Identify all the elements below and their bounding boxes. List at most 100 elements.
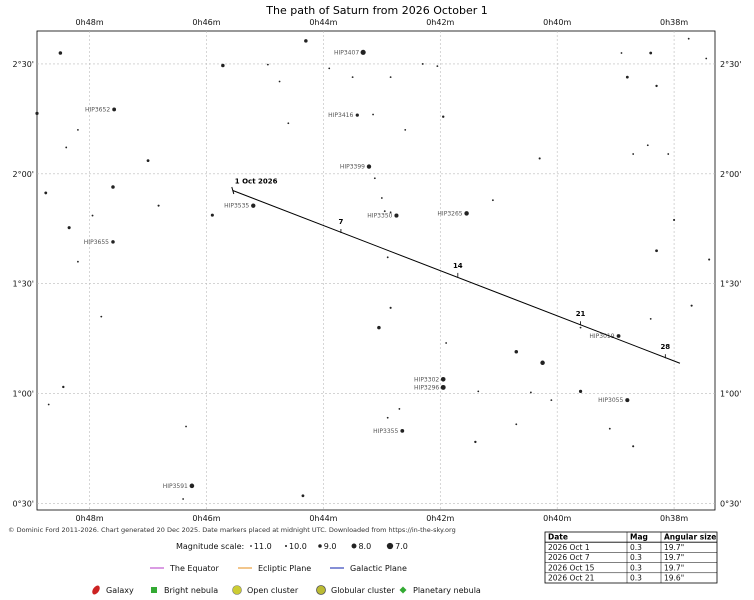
star-point [445,342,448,344]
star-point [351,76,354,79]
chart-title: The path of Saturn from 2026 October 1 [265,4,487,17]
star-point [67,226,71,230]
star-point [386,416,389,419]
table-cell: 2026 Oct 15 [548,563,595,572]
star-label: HIP3302 [414,376,439,383]
star-point [380,197,383,199]
star-point [47,403,50,406]
star-point [705,57,708,60]
star-label: HIP3535 [224,203,249,210]
star-point [550,399,553,402]
star-point [442,115,445,118]
table-cell: 19.7" [664,563,684,572]
date-marker-label: 28 [660,343,670,351]
star-point [625,398,630,403]
magnitude-sample-label: 10.0 [289,542,307,551]
magnitude-sample-label: 11.0 [254,542,272,551]
globular-cluster-symbol [316,585,326,595]
table-header-cell: Angular size [664,533,716,542]
star-point [377,325,381,330]
x-tick-label-top: 0h38m [660,18,688,27]
star-point [301,494,305,498]
star-point [210,213,214,217]
x-tick-label-bottom: 0h46m [192,514,220,523]
table-cell: 0.3 [630,563,642,572]
star-point [65,146,68,149]
planetary-nebula-symbol [399,586,407,594]
star-point [649,51,653,55]
magnitude-sample-dot [351,543,357,549]
x-tick-label-bottom: 0h42m [426,514,454,523]
star-point [690,304,693,307]
star-point [58,51,63,55]
x-tick-label-top: 0h40m [543,18,571,27]
y-tick-label-left: 2°30' [13,60,34,69]
star-label: HIP3652 [85,106,110,113]
star-point [394,213,399,218]
y-tick-label-right: 2°00' [720,170,741,179]
plot-frame [36,30,716,511]
x-tick-label-top: 0h46m [192,18,220,27]
table-cell: 0.3 [630,574,642,583]
x-tick-label-top: 0h48m [76,18,104,27]
legend-object-label: Open cluster [247,586,299,595]
y-tick-label-right: 0°30' [720,499,741,508]
legend: Magnitude scale: 11.0 10.0 9.0 8.0 7.0 The Equ… [92,542,481,595]
star-point [35,111,39,116]
legend-line-label: Galactic Plane [350,564,407,573]
star-point [373,177,376,180]
x-tick-label-bottom: 0h44m [309,514,337,523]
star-label: HIP3591 [163,483,188,490]
x-tick-label-top: 0h44m [309,18,337,27]
star-point [62,385,65,389]
star-label: HIP3296 [414,384,439,391]
star-point [221,63,225,68]
star-point [404,128,407,131]
star-point [100,315,103,318]
star-point [646,144,649,147]
star-point [389,211,392,214]
legend-line-label: The Equator [169,564,220,573]
star-point [355,113,359,117]
star-point [538,157,541,160]
star-point [655,249,658,253]
star-label: HIP3355 [373,428,398,435]
star-point [649,317,652,320]
y-tick-label-right: 1°00' [720,390,741,399]
star-point [112,107,117,112]
star-point [287,122,290,125]
table-cell: 0.3 [630,553,642,562]
star-point [389,306,392,309]
star-point [383,210,386,213]
star-point [515,423,518,426]
magnitude-sample-label: 7.0 [395,542,408,551]
saturn-path: 1 Oct 2026 7 14 21 28 [231,178,681,364]
star-point [474,440,477,444]
star-point [667,153,670,155]
star-point [278,80,281,83]
stars: HIP3407 HIP3652 HIP3416 HIP3399 HIP3535 HIP32… [35,37,711,500]
legend-object-label: Planetary nebula [413,586,481,595]
star-label: HIP3055 [598,397,623,404]
table-cell: 19.7" [664,543,684,552]
magnitude-sample-dot [318,544,322,548]
table-cell: 19.7" [664,553,684,562]
star-point [579,326,582,329]
star-point [372,113,374,116]
star-point [189,483,195,489]
star-point [620,52,623,54]
star-point [360,49,366,55]
path-start-tick [231,186,235,195]
star-point [529,391,532,394]
star-point [91,214,94,217]
star-point [421,63,424,65]
y-tick-label-left: 1°30' [13,280,34,289]
axis-ticks: 0h48m 0h48m 0h46m 0h46m 0h44m 0h44m 0h42m 0h42m… [13,18,742,523]
footer-credit: © Dominic Ford 2011-2026. Chart generate… [8,526,456,534]
star-point [185,425,187,428]
star-point [386,256,389,259]
star-point [632,445,635,448]
star-point [608,427,611,430]
star-label: HIP3655 [84,239,109,246]
